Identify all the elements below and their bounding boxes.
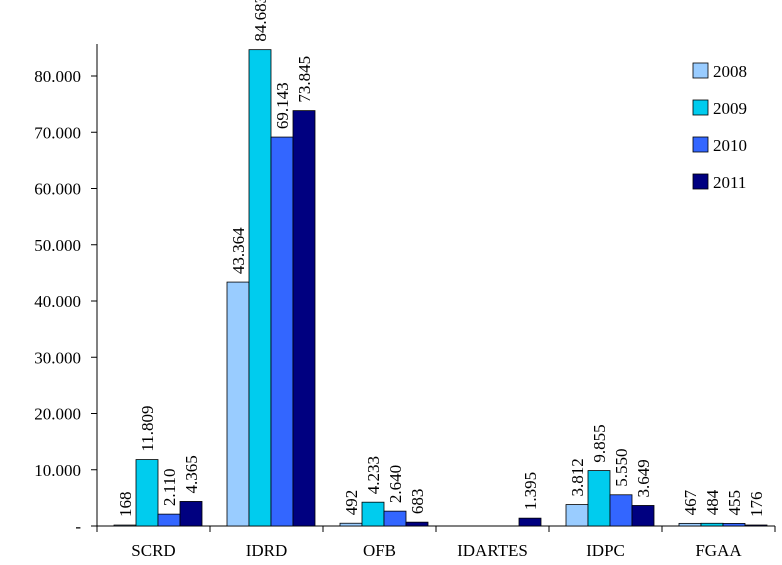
bar	[226, 281, 250, 527]
bar	[405, 521, 429, 527]
data-label: 467	[681, 489, 700, 515]
bar	[270, 136, 294, 527]
y-tick-label: -	[75, 517, 81, 536]
data-label: 69.143	[273, 82, 292, 129]
y-tick-label: 10.000	[34, 461, 81, 480]
x-category-label: IDRD	[246, 541, 288, 560]
bar	[339, 522, 363, 527]
x-category-label: IDPC	[586, 541, 625, 560]
y-tick-label: 50.000	[34, 236, 81, 255]
bar	[135, 459, 159, 527]
x-category-label: SCRD	[131, 541, 175, 560]
bar	[565, 504, 589, 527]
bar	[587, 470, 611, 527]
y-tick-label: 30.000	[34, 348, 81, 367]
y-tick-label: 20.000	[34, 405, 81, 424]
chart-bars	[113, 49, 768, 527]
bar	[518, 517, 542, 527]
legend-swatch	[692, 99, 709, 116]
data-label: 1.395	[521, 472, 540, 510]
data-label: 73.845	[295, 56, 314, 103]
data-label: 683	[408, 489, 427, 515]
data-label: 3.812	[568, 458, 587, 496]
legend-swatch	[692, 136, 709, 153]
bar	[157, 513, 181, 527]
legend-label: 2008	[713, 62, 747, 81]
legend-swatch	[692, 62, 709, 79]
bar	[609, 494, 633, 527]
bar	[678, 522, 702, 527]
legend-label: 2011	[713, 173, 746, 192]
data-label: 176	[747, 492, 766, 518]
bar	[744, 524, 768, 527]
data-label: 11.809	[138, 405, 157, 451]
bar	[292, 110, 316, 527]
data-label: 3.649	[634, 459, 653, 497]
chart-legend: 2008 2009 2010 2011	[692, 62, 747, 192]
legend-label: 2009	[713, 99, 747, 118]
y-tick-label: 80.000	[34, 67, 81, 86]
bar	[722, 523, 746, 527]
data-label: 455	[725, 490, 744, 516]
data-label: 5.550	[612, 449, 631, 487]
bar	[383, 510, 407, 527]
bar	[700, 522, 724, 527]
legend-label: 2010	[713, 136, 747, 155]
data-label: 168	[116, 492, 135, 518]
data-label: 484	[703, 489, 722, 515]
data-label: 492	[342, 490, 361, 516]
data-label: 4.233	[364, 456, 383, 494]
data-label: 84.683	[251, 0, 270, 42]
data-label: 2.110	[160, 469, 179, 507]
bar	[631, 505, 655, 527]
y-tick-label: 70.000	[34, 123, 81, 142]
y-tick-label: 40.000	[34, 292, 81, 311]
x-category-label: OFB	[363, 541, 396, 560]
data-label: 4.365	[182, 455, 201, 493]
data-label: 9.855	[590, 424, 609, 462]
bar	[248, 49, 272, 527]
chart-axes: - 10.000 20.000 30.000 40.000 50.000 60.000 70.…	[34, 44, 776, 560]
data-label: 2.640	[386, 465, 405, 503]
data-label: 43.364	[229, 227, 248, 274]
y-tick-label: 60.000	[34, 180, 81, 199]
legend-swatch	[692, 173, 709, 190]
x-category-label: FGAA	[695, 541, 742, 560]
bar	[179, 501, 203, 527]
x-category-label: IDARTES	[457, 541, 528, 560]
bar	[113, 524, 137, 527]
bar	[361, 501, 385, 527]
